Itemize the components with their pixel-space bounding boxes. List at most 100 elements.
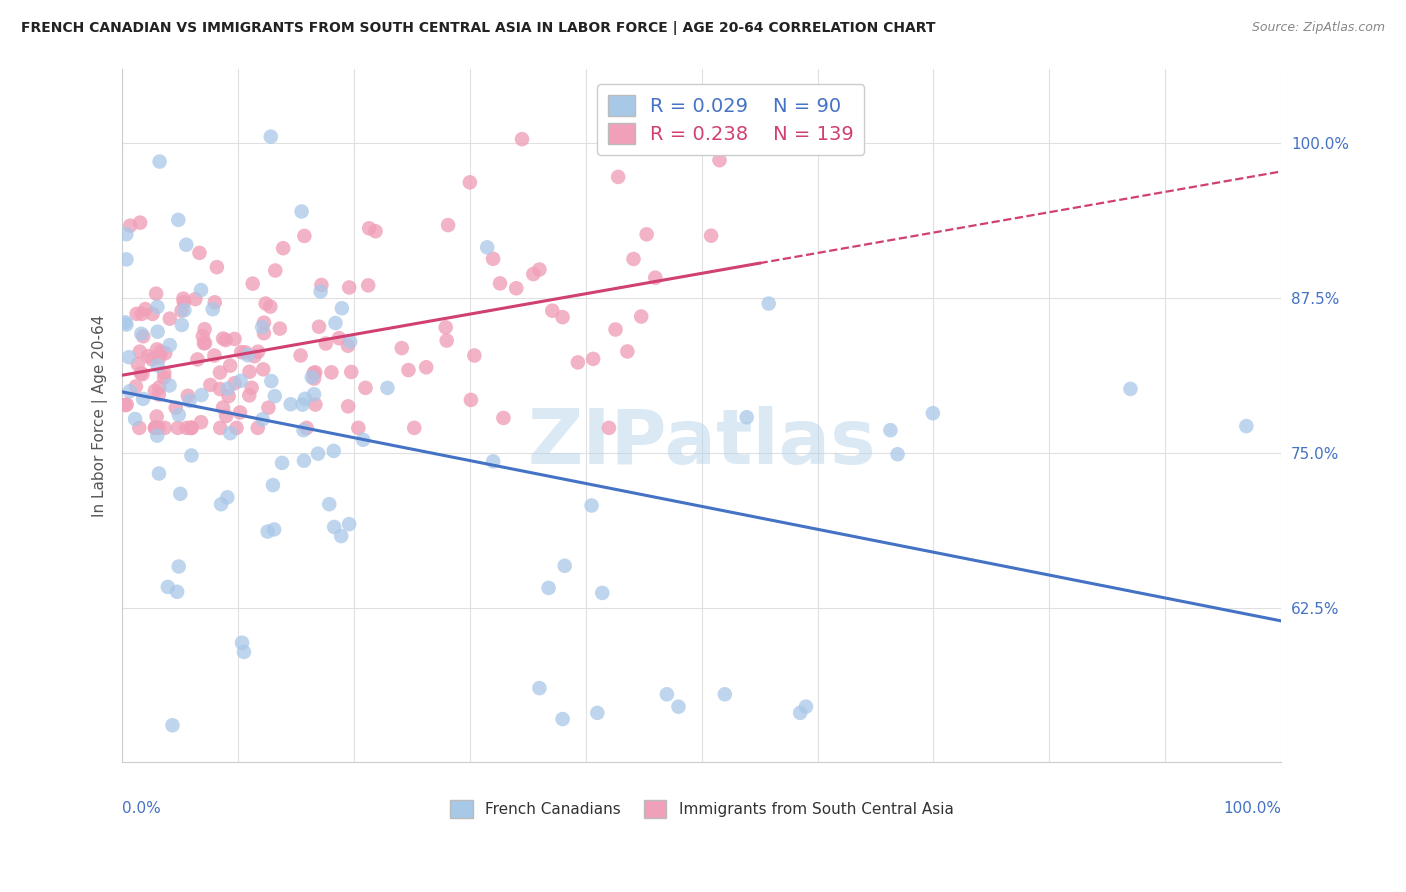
Point (262, 478, 284, 492)
Point (330, 301, 353, 316)
Point (337, 517, 360, 532)
Point (188, 245, 211, 260)
Text: Source: ZipAtlas.com: Source: ZipAtlas.com (1251, 21, 1385, 34)
Point (311, 277, 333, 292)
Point (218, 389, 240, 403)
Point (146, 428, 169, 442)
Point (325, 316, 347, 330)
Point (280, 397, 302, 411)
Point (510, 132, 533, 146)
Point (148, 387, 170, 401)
Point (134, 301, 156, 316)
Point (598, 421, 620, 435)
Point (714, 687, 737, 701)
Point (129, 216, 152, 230)
Point (537, 581, 560, 595)
Point (145, 286, 167, 301)
Point (143, 421, 166, 435)
Point (352, 433, 374, 447)
Text: ZIPatlas: ZIPatlas (527, 406, 876, 480)
Point (173, 295, 195, 310)
Point (148, 421, 170, 435)
Y-axis label: In Labor Force | Age 20-64: In Labor Force | Age 20-64 (93, 314, 108, 516)
Point (257, 401, 280, 415)
Point (200, 378, 222, 392)
Point (291, 398, 314, 412)
Point (115, 318, 138, 332)
Point (167, 212, 190, 227)
Point (235, 345, 257, 359)
Point (167, 408, 190, 422)
Point (391, 341, 413, 355)
Point (246, 421, 269, 435)
Point (254, 296, 277, 310)
Point (166, 584, 188, 599)
Point (143, 421, 166, 435)
Point (190, 283, 212, 297)
Point (292, 229, 315, 244)
Point (156, 580, 179, 594)
Point (232, 645, 254, 659)
Point (129, 326, 152, 341)
Point (398, 363, 420, 377)
Point (315, 336, 337, 351)
Point (169, 487, 191, 501)
Point (132, 392, 155, 406)
Point (132, 329, 155, 343)
Point (623, 252, 645, 266)
Point (229, 374, 252, 388)
Point (190, 415, 212, 429)
Point (607, 169, 630, 184)
Point (304, 397, 326, 411)
Point (194, 322, 217, 336)
Point (215, 409, 238, 423)
Point (735, 410, 758, 425)
Point (153, 366, 176, 380)
Point (529, 262, 551, 277)
Point (591, 586, 613, 600)
Point (357, 278, 380, 293)
Point (159, 378, 181, 392)
Text: 100.0%: 100.0% (1223, 801, 1281, 815)
Point (166, 421, 188, 435)
Point (243, 349, 266, 363)
Point (173, 303, 195, 318)
Point (259, 300, 281, 314)
Point (153, 421, 176, 435)
Point (167, 559, 190, 574)
Point (328, 331, 350, 345)
Point (551, 310, 574, 325)
Point (700, 228, 723, 243)
Point (260, 129, 283, 144)
Point (219, 359, 242, 373)
Point (605, 322, 627, 336)
Point (253, 326, 276, 341)
Point (709, 153, 731, 168)
Point (309, 285, 332, 299)
Point (120, 219, 142, 233)
Point (292, 423, 315, 437)
Point (176, 421, 198, 435)
Point (458, 175, 481, 189)
Point (630, 310, 652, 324)
Point (330, 529, 353, 543)
Point (229, 405, 252, 419)
Point (879, 423, 901, 437)
Point (153, 370, 176, 384)
Point (252, 320, 274, 334)
Point (322, 443, 344, 458)
Point (434, 320, 457, 334)
Point (212, 401, 235, 415)
Point (302, 366, 325, 380)
Point (337, 280, 360, 294)
Point (302, 387, 325, 401)
Point (118, 350, 141, 364)
Point (190, 388, 212, 402)
Point (304, 365, 326, 379)
Point (477, 240, 499, 254)
Point (260, 374, 283, 388)
Point (323, 520, 346, 534)
Point (129, 366, 152, 380)
Legend: French Canadians, Immigrants from South Central Asia: French Canadians, Immigrants from South … (444, 794, 960, 824)
Point (253, 316, 276, 330)
